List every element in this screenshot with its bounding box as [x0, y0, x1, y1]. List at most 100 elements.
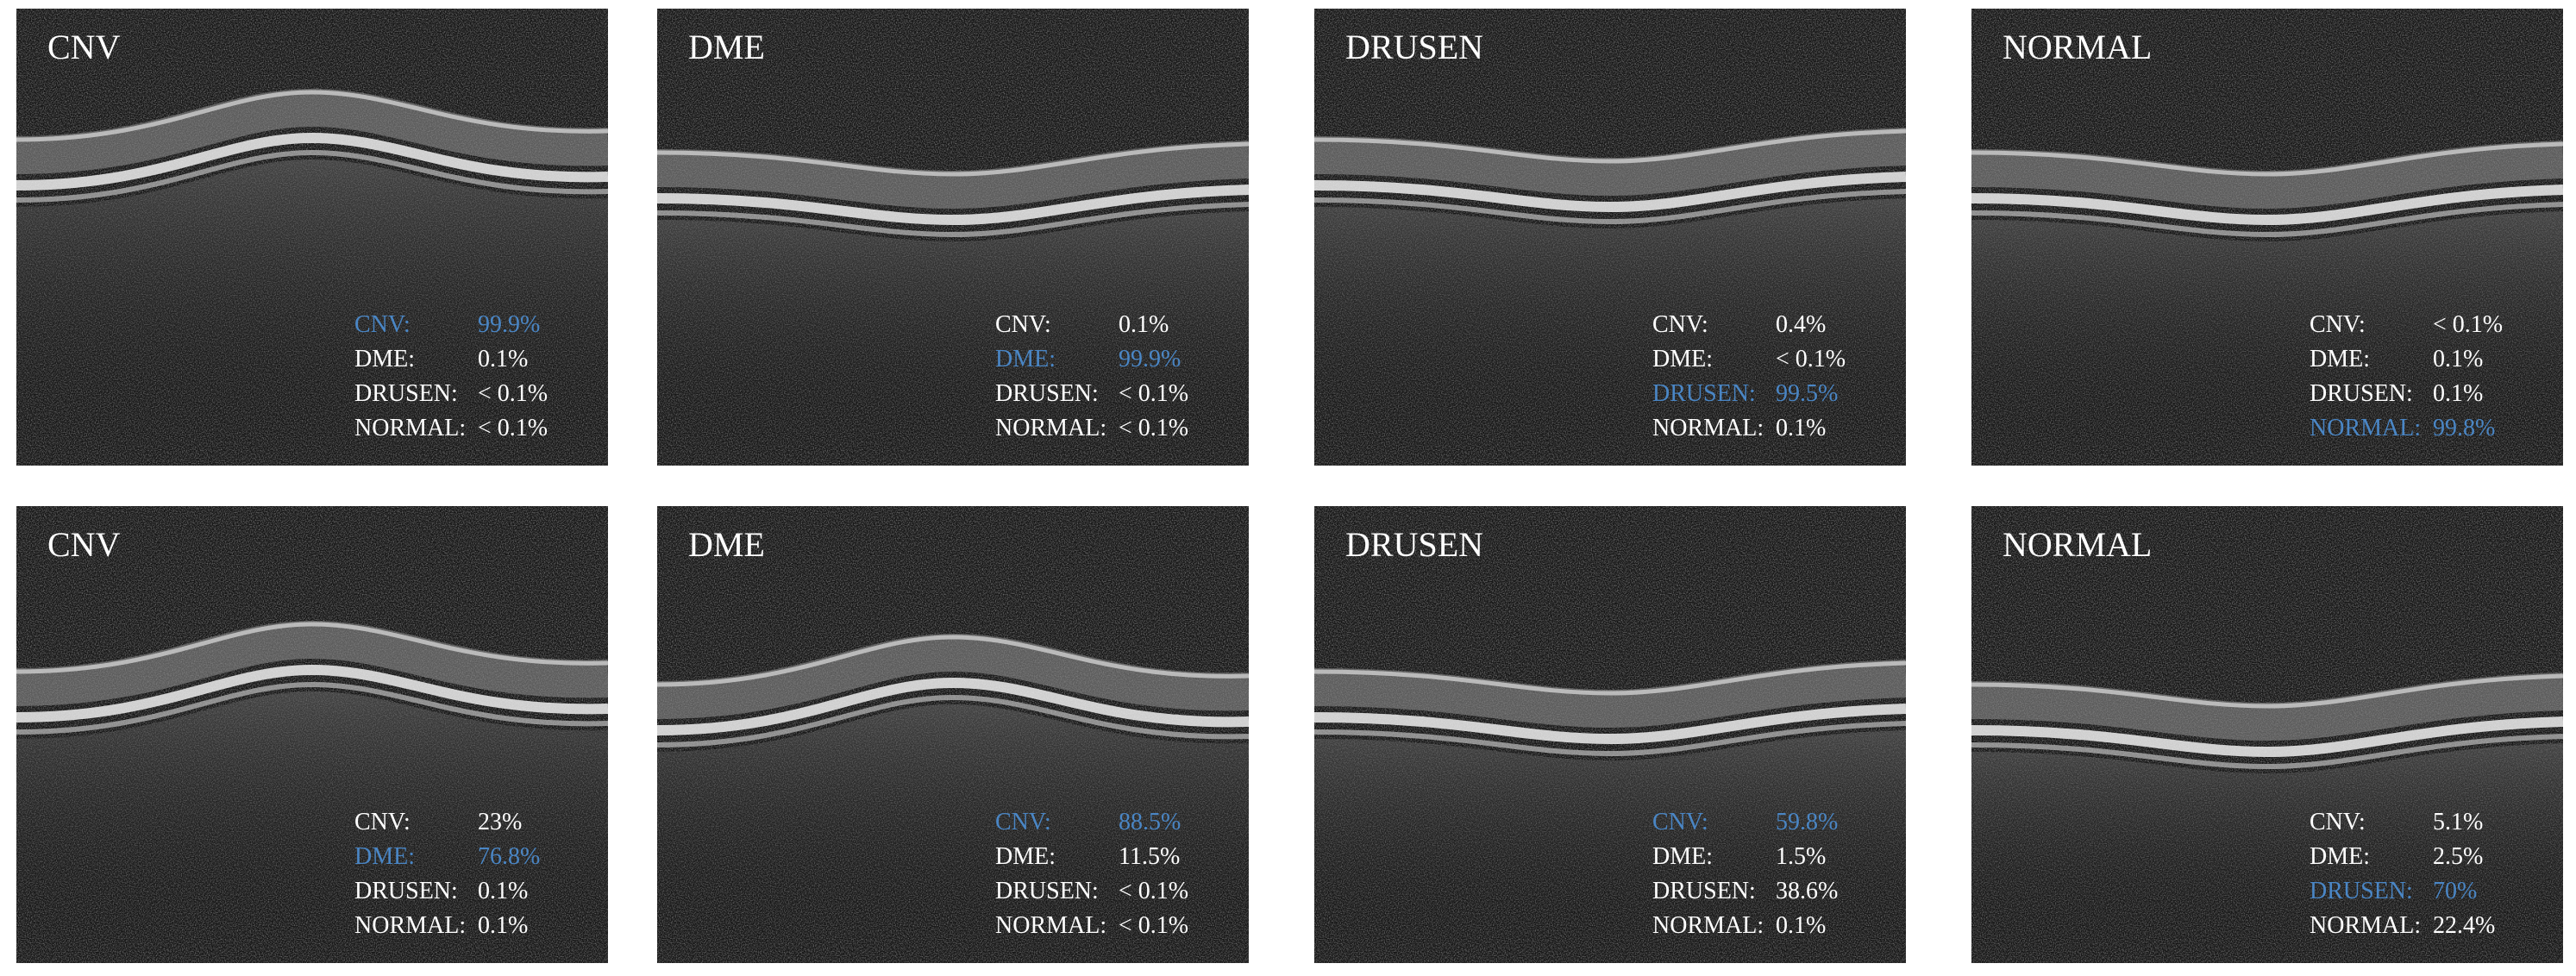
- probability: 11.5%: [1119, 843, 1180, 870]
- retina-layer: [657, 141, 1249, 210]
- retina-layer: [16, 620, 608, 706]
- class-name: DRUSEN:: [1652, 878, 1756, 904]
- class-name: CNV:: [2310, 311, 2366, 338]
- retina-rpe2: [657, 202, 1249, 238]
- retina-layer: [1971, 141, 2563, 210]
- panel-label: DRUSEN: [1345, 525, 1483, 564]
- retina-line: [16, 622, 608, 674]
- retina-rpe2: [16, 681, 608, 735]
- retina-line: [657, 635, 1249, 687]
- class-name: DME:: [2310, 843, 2370, 870]
- probability: 99.9%: [1119, 346, 1181, 372]
- retina-layer: [1971, 673, 2563, 741]
- oct-panel: DRUSEN CNV: 0.4% DME: < 0.1% DRUSEN: 99.5% NORM…: [1314, 9, 1906, 466]
- class-name: NORMAL:: [995, 415, 1106, 441]
- oct-image: [16, 506, 608, 963]
- class-name: DME:: [2310, 346, 2370, 372]
- oct-panel: CNV CNV: 99.9% DME: 0.1% DRUSEN: < 0.1% NORMAL:…: [16, 9, 608, 466]
- probability: 23%: [478, 809, 522, 835]
- retina-haze: [657, 704, 1249, 963]
- probability: 0.1%: [478, 912, 528, 939]
- class-name: DRUSEN:: [995, 380, 1099, 407]
- retina-rpe: [657, 185, 1249, 226]
- class-name: NORMAL:: [995, 912, 1106, 939]
- oct-panel: DME CNV: 0.1% DME: 99.9% DRUSEN: < 0.1% NORMAL:…: [657, 9, 1249, 466]
- retina-rpe: [1971, 716, 2563, 758]
- oct-image: [1314, 506, 1906, 963]
- class-name: NORMAL:: [1652, 415, 1764, 441]
- panel-label: DRUSEN: [1345, 28, 1483, 66]
- retina-layer: [1314, 660, 1906, 729]
- probability: 0.1%: [478, 878, 528, 904]
- panel-label: DME: [688, 28, 765, 66]
- retina-line: [16, 90, 608, 142]
- class-name: CNV:: [354, 311, 411, 338]
- probability: 22.4%: [2433, 912, 2495, 939]
- retina-line: [1314, 660, 1906, 696]
- class-name: DME:: [1652, 843, 1713, 870]
- class-name: NORMAL:: [354, 912, 466, 939]
- class-name: CNV:: [1652, 809, 1708, 835]
- retina-rpe: [16, 132, 608, 191]
- retina-haze: [1314, 730, 1906, 963]
- oct-image: [657, 506, 1249, 963]
- panel-label: CNV: [47, 28, 121, 66]
- probability: 0.1%: [2433, 380, 2483, 407]
- probability: 38.6%: [1776, 878, 1838, 904]
- probability: 0.1%: [478, 346, 528, 372]
- retina-layer: [657, 633, 1249, 719]
- probability: 2.5%: [2433, 843, 2483, 870]
- probability: 76.8%: [478, 843, 540, 870]
- class-name: DRUSEN:: [1652, 380, 1756, 407]
- class-name: DRUSEN:: [2310, 380, 2413, 407]
- probability: 0.1%: [1776, 415, 1826, 441]
- class-name: NORMAL:: [354, 415, 466, 441]
- class-name: DRUSEN:: [354, 380, 458, 407]
- class-name: CNV:: [354, 809, 411, 835]
- probability: 88.5%: [1119, 809, 1181, 835]
- class-name: CNV:: [995, 311, 1051, 338]
- probability: < 0.1%: [1776, 346, 1846, 372]
- retina-haze: [657, 211, 1249, 466]
- class-name: DME:: [354, 346, 415, 372]
- oct-panel: NORMAL CNV: < 0.1% DME: 0.1% DRUSEN: 0.1% NORMA…: [1971, 9, 2563, 466]
- retina-rpe: [1314, 172, 1906, 213]
- class-name: NORMAL:: [2310, 912, 2421, 939]
- retina-haze: [1314, 198, 1906, 466]
- retina-rpe: [1971, 185, 2563, 226]
- probability: 5.1%: [2433, 809, 2483, 835]
- class-name: DRUSEN:: [995, 878, 1099, 904]
- probability: 0.1%: [1776, 912, 1826, 939]
- probability: < 0.1%: [1119, 415, 1188, 441]
- class-name: DRUSEN:: [2310, 878, 2413, 904]
- retina-rpe2: [1971, 202, 2563, 238]
- retina-haze: [1971, 211, 2563, 466]
- oct-panel: CNV CNV: 23% DME: 76.8% DRUSEN: 0.1% NORMAL: 0.1…: [16, 506, 608, 963]
- class-name: DME:: [1652, 346, 1713, 372]
- oct-image: [1314, 9, 1906, 466]
- probability: 0.1%: [1119, 311, 1169, 338]
- retina-rpe2: [1971, 734, 2563, 770]
- oct-panel: DME CNV: 88.5% DME: 11.5% DRUSEN: < 0.1% NORMAL…: [657, 506, 1249, 963]
- retina-rpe: [16, 664, 608, 723]
- panel-label: NORMAL: [2003, 525, 2152, 564]
- oct-image: [16, 9, 608, 466]
- retina-haze: [16, 691, 608, 963]
- panel-label: NORMAL: [2003, 28, 2152, 66]
- probability: < 0.1%: [1119, 878, 1188, 904]
- probability: 59.8%: [1776, 809, 1838, 835]
- class-name: DME:: [354, 843, 415, 870]
- retina-rpe2: [1314, 721, 1906, 757]
- panel-label: DME: [688, 525, 765, 564]
- retina-rpe: [1314, 704, 1906, 745]
- retina-line: [1971, 141, 2563, 177]
- oct-image: [657, 9, 1249, 466]
- probability: 99.9%: [478, 311, 540, 338]
- class-name: DME:: [995, 346, 1056, 372]
- panel-label: CNV: [47, 525, 121, 564]
- class-name: DRUSEN:: [354, 878, 458, 904]
- probability: 1.5%: [1776, 843, 1826, 870]
- class-name: NORMAL:: [1652, 912, 1764, 939]
- retina-rpe2: [1314, 189, 1906, 225]
- retina-layer: [1314, 128, 1906, 197]
